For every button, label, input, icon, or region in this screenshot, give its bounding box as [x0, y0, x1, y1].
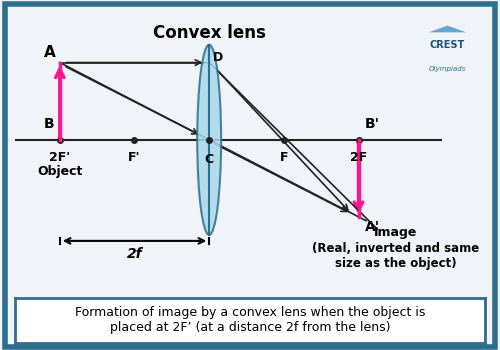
- Text: Olympiads: Olympiads: [429, 66, 466, 72]
- Text: Object: Object: [37, 165, 82, 178]
- Text: A: A: [44, 44, 56, 60]
- Text: 2F': 2F': [49, 150, 70, 163]
- Ellipse shape: [197, 45, 221, 235]
- Text: B': B': [364, 117, 380, 131]
- Text: Formation of image by a convex lens when the object is
placed at 2F’ (at a dista: Formation of image by a convex lens when…: [75, 306, 425, 334]
- Text: C: C: [204, 153, 214, 166]
- Text: F': F': [128, 150, 140, 163]
- Text: 2f: 2f: [126, 247, 142, 261]
- Text: 2F: 2F: [350, 150, 367, 163]
- Text: A': A': [364, 220, 380, 234]
- Text: CREST: CREST: [430, 41, 465, 50]
- Text: (Real, inverted and same
size as the object): (Real, inverted and same size as the obj…: [312, 242, 480, 270]
- Text: D: D: [213, 51, 223, 64]
- Text: F: F: [280, 150, 288, 163]
- Text: Convex lens: Convex lens: [152, 24, 266, 42]
- Polygon shape: [429, 26, 466, 33]
- Text: Image: Image: [374, 226, 418, 239]
- Text: B: B: [44, 117, 54, 131]
